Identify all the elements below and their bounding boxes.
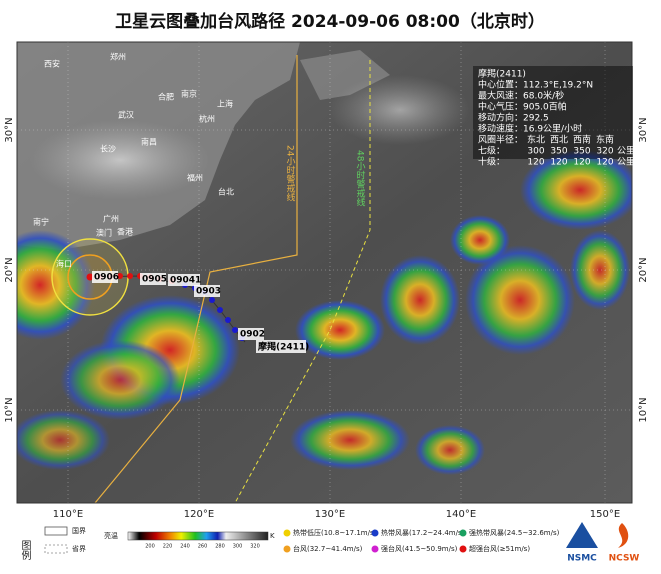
category-label: 强台风(41.5~50.9m/s) <box>381 544 458 553</box>
radius-cell: 350 <box>573 147 590 157</box>
colorbar-unit: K <box>270 532 275 540</box>
lat-label-right: 10°N <box>638 397 649 422</box>
radius-cell: 120 <box>550 158 567 168</box>
radius-cell: 120 <box>596 158 613 168</box>
lat-label: 10°N <box>4 397 15 422</box>
colorbar-tick: 200 <box>145 544 155 550</box>
track-label: 0905 <box>142 275 167 285</box>
radius-cell: 七级： <box>478 145 505 157</box>
warning-label: 48小时警戒线 <box>355 150 366 206</box>
category-label: 热带风暴(17.2~24.4m/s) <box>381 528 465 537</box>
cities: 西安 郑州 合肥 南京 上海 武汉 杭州 长沙 南昌 福州 台北 南宁 广州 澳… <box>33 52 234 269</box>
city: 郑州 <box>110 52 126 62</box>
info-row: 最大风速：68.0米/秒 <box>478 90 564 102</box>
colorbar-tick: 280 <box>215 544 225 550</box>
track-label: 0906 <box>94 273 119 283</box>
boundary-label: 国界 <box>72 527 86 535</box>
radius-cell: 320 <box>596 147 613 157</box>
city: 香港 <box>117 227 133 237</box>
radius-header: 西北 <box>550 135 568 146</box>
info-row: 移动速度：16.9公里/小时 <box>478 123 582 135</box>
lat-label: 30°N <box>4 117 15 142</box>
lat-label-right: 30°N <box>638 117 649 142</box>
info-row: 中心气压：905.0百帕 <box>478 101 567 113</box>
city: 南宁 <box>33 217 49 227</box>
info-box: 摩羯(2411) 中心位置：112.3°E,19.2°N 最大风速：68.0米/… <box>473 66 635 168</box>
radius-header: 东南 <box>596 134 614 146</box>
lon-label: 130°E <box>315 509 345 520</box>
city: 海口 <box>56 259 72 269</box>
city: 台北 <box>218 187 234 197</box>
satellite-image <box>17 42 632 503</box>
info-row: 移动方向：292.5 <box>478 112 549 124</box>
logo-nsmc: NSMC <box>567 554 597 564</box>
radius-cell: 120 <box>527 158 544 168</box>
legend: 图例 国界 省界 亮温 200 220 240 260 280 300 320 K 热带低压… <box>19 526 560 561</box>
radius-cell: 350 <box>550 147 567 157</box>
radius-cell: 公里 <box>617 157 635 168</box>
lon-label: 120°E <box>184 509 214 520</box>
track-labels: 0906 0905 09041 0903 0902 摩羯(2411) <box>92 271 309 353</box>
city: 西安 <box>44 59 60 69</box>
radius-cell: 公里 <box>617 146 635 157</box>
lat-label: 20°N <box>4 257 15 282</box>
lon-label: 140°E <box>446 509 476 520</box>
warning-label: 24小时警戒线 <box>285 145 296 201</box>
city: 南京 <box>181 89 197 99</box>
colorbar-label: 亮温 <box>104 531 118 540</box>
radius-header: 西南 <box>573 134 591 146</box>
track-label: 0902 <box>240 330 265 340</box>
legend-title: 图例 <box>19 540 31 561</box>
info-row: 中心位置：112.3°E,19.2°N <box>478 79 593 91</box>
colorbar-tick: 220 <box>163 544 173 550</box>
lat-label-right: 20°N <box>638 257 649 282</box>
track-label: 09041 <box>170 276 201 286</box>
category-label: 超强台风(≥51m/s) <box>469 544 530 553</box>
axis-labels: 30°N 20°N 10°N 30°N 20°N 10°N 110°E 120°… <box>4 117 649 520</box>
lon-label: 110°E <box>53 509 83 520</box>
typhoon-name: 摩羯(2411) <box>258 341 309 353</box>
map-frame <box>16 41 633 504</box>
category-label: 台风(32.7~41.4m/s) <box>293 544 363 553</box>
boundary-label: 省界 <box>72 544 86 553</box>
city: 澳门 <box>96 228 112 238</box>
info-name: 摩羯(2411) <box>478 68 526 80</box>
radius-header: 东北 <box>527 134 545 146</box>
radius-cell: 120 <box>573 158 590 168</box>
city: 上海 <box>217 99 233 109</box>
title: 卫星云图叠加台风路径 2024-09-06 08:00（北京时） <box>115 11 545 32</box>
radius-header: 风圈半径： <box>478 134 523 146</box>
colorbar-tick: 300 <box>233 544 243 550</box>
city: 南昌 <box>141 137 157 147</box>
city: 长沙 <box>100 144 116 154</box>
colorbar-tick: 320 <box>250 544 260 550</box>
city: 福州 <box>187 174 203 183</box>
logo-ncsw: NCSW <box>609 554 640 564</box>
radius-cell: 十级： <box>478 156 505 168</box>
city: 武汉 <box>118 110 134 120</box>
logos: NSMC NCSW <box>566 522 639 564</box>
colorbar-tick: 240 <box>180 544 190 550</box>
city: 杭州 <box>199 114 215 124</box>
lon-label: 150°E <box>590 509 620 520</box>
category-label: 强热带风暴(24.5~32.6m/s) <box>469 528 560 537</box>
category-label: 热带低压(10.8~17.1m/s) <box>293 528 377 537</box>
city: 合肥 <box>158 92 174 102</box>
city: 广州 <box>103 214 119 224</box>
colorbar-tick: 260 <box>198 544 208 550</box>
track-label: 0903 <box>196 287 221 297</box>
radius-cell: 300 <box>527 147 544 157</box>
